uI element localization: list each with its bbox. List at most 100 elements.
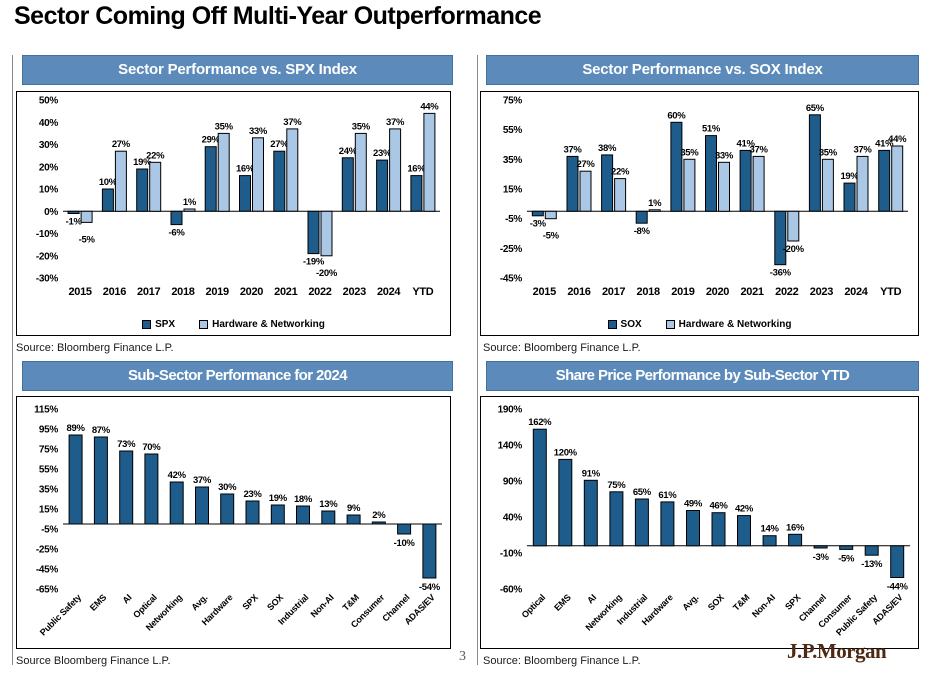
svg-text:18%: 18% xyxy=(294,494,313,505)
svg-text:2019: 2019 xyxy=(206,286,229,298)
svg-text:-8%: -8% xyxy=(634,226,651,237)
svg-text:-45%: -45% xyxy=(36,565,59,576)
svg-text:37%: 37% xyxy=(386,117,405,128)
svg-text:70%: 70% xyxy=(142,442,161,453)
svg-text:2016: 2016 xyxy=(103,286,126,298)
svg-text:44%: 44% xyxy=(888,134,907,145)
svg-text:35%: 35% xyxy=(39,485,59,496)
svg-text:2017: 2017 xyxy=(602,286,625,298)
svg-text:-25%: -25% xyxy=(500,244,523,255)
svg-text:61%: 61% xyxy=(658,490,677,501)
svg-text:-1%: -1% xyxy=(66,217,83,228)
source-note-spx: Source: Bloomberg Finance L.P. xyxy=(16,342,174,354)
svg-text:EMS: EMS xyxy=(552,592,573,613)
legend-swatch xyxy=(199,320,209,329)
svg-text:16%: 16% xyxy=(786,522,805,533)
svg-text:2023: 2023 xyxy=(810,286,833,298)
svg-text:-10%: -10% xyxy=(500,549,523,560)
svg-text:-5%: -5% xyxy=(543,231,560,242)
svg-text:38%: 38% xyxy=(598,143,617,154)
sector-vs-sox-chart: 75%55%35%15%-5%-25%-45%-3%-5%201537%27%2… xyxy=(500,96,908,298)
source-note-subsector-ytd: Source: Bloomberg Finance L.P. xyxy=(483,655,641,667)
svg-text:50%: 50% xyxy=(39,96,59,107)
svg-text:14%: 14% xyxy=(761,524,780,535)
svg-text:29%: 29% xyxy=(202,135,221,146)
svg-text:23%: 23% xyxy=(243,489,262,500)
svg-text:2024: 2024 xyxy=(844,286,868,298)
svg-text:-6%: -6% xyxy=(169,228,186,239)
svg-text:1%: 1% xyxy=(183,197,197,208)
svg-text:10%: 10% xyxy=(39,185,59,196)
legend-item: SOX xyxy=(607,319,642,330)
legend-item: Hardware & Networking xyxy=(665,319,791,330)
svg-text:49%: 49% xyxy=(684,499,703,510)
svg-text:22%: 22% xyxy=(146,150,165,161)
svg-text:120%: 120% xyxy=(554,447,578,458)
svg-text:19%: 19% xyxy=(840,171,859,182)
svg-text:89%: 89% xyxy=(67,423,86,434)
svg-text:46%: 46% xyxy=(709,501,728,512)
svg-text:2023: 2023 xyxy=(343,286,366,298)
svg-text:44%: 44% xyxy=(420,101,439,112)
svg-text:-3%: -3% xyxy=(813,552,830,563)
chart-canvas-subsector-ytd: 190% 140% 90% 40% -10% -60% 162% Optical 120% EMS… xyxy=(480,396,919,649)
svg-text:42%: 42% xyxy=(735,504,754,515)
svg-text:2021: 2021 xyxy=(274,286,297,298)
svg-text:2020: 2020 xyxy=(706,286,729,298)
svg-text:37%: 37% xyxy=(563,144,582,155)
legend-swatch xyxy=(142,320,152,329)
svg-text:YTD: YTD xyxy=(880,286,901,298)
svg-text:-20%: -20% xyxy=(783,244,805,255)
svg-text:YTD: YTD xyxy=(412,286,433,298)
svg-text:140%: 140% xyxy=(498,441,523,452)
svg-text:33%: 33% xyxy=(715,150,734,161)
svg-text:35%: 35% xyxy=(352,121,371,132)
svg-text:2022: 2022 xyxy=(775,286,798,298)
source-note-sox: Source: Bloomberg Finance L.P. xyxy=(483,342,641,354)
jpmorgan-logo: J.P.Morgan xyxy=(787,639,887,663)
svg-text:-13%: -13% xyxy=(861,559,883,570)
svg-text:35%: 35% xyxy=(215,121,234,132)
source-note-subsector-2024: Source Bloomberg Finance L.P. xyxy=(16,655,171,667)
svg-text:55%: 55% xyxy=(39,465,59,476)
svg-text:35%: 35% xyxy=(680,147,699,158)
svg-text:87%: 87% xyxy=(92,425,111,436)
chart-canvas-subsector-2024: 115% 95% 75% 55% 35% 15% -5% -25% -45% -65% 89% Pub… xyxy=(16,396,451,649)
svg-text:65%: 65% xyxy=(806,103,825,114)
svg-text:Non-AI: Non-AI xyxy=(309,592,336,619)
svg-text:2018: 2018 xyxy=(171,286,194,298)
svg-text:AI: AI xyxy=(585,592,598,605)
svg-text:22%: 22% xyxy=(611,167,630,178)
svg-text:40%: 40% xyxy=(39,118,59,129)
svg-text:-30%: -30% xyxy=(36,274,59,285)
svg-text:24%: 24% xyxy=(339,146,358,157)
svg-text:-5%: -5% xyxy=(505,214,522,225)
svg-text:Avg.: Avg. xyxy=(189,592,209,612)
svg-text:2017: 2017 xyxy=(137,286,160,298)
svg-text:115%: 115% xyxy=(34,405,58,416)
svg-text:2021: 2021 xyxy=(740,286,763,298)
svg-text:35%: 35% xyxy=(819,147,838,158)
svg-text:90%: 90% xyxy=(503,477,523,488)
svg-text:-20%: -20% xyxy=(316,268,338,279)
svg-text:60%: 60% xyxy=(667,110,686,121)
svg-text:2022: 2022 xyxy=(308,286,331,298)
svg-text:2019: 2019 xyxy=(671,286,694,298)
page-number: 3 xyxy=(459,649,466,664)
svg-text:Non-AI: Non-AI xyxy=(750,592,777,619)
svg-text:27%: 27% xyxy=(270,139,289,150)
svg-text:27%: 27% xyxy=(576,159,595,170)
svg-text:SOX: SOX xyxy=(706,592,726,612)
svg-text:2024: 2024 xyxy=(377,286,401,298)
svg-text:91%: 91% xyxy=(582,468,601,479)
svg-text:73%: 73% xyxy=(117,439,136,450)
svg-text:16%: 16% xyxy=(407,164,426,175)
subsector-2024-chart: 115% 95% 75% 55% 35% 15% -5% -25% -45% -65% 89% Pub… xyxy=(34,405,442,638)
svg-text:51%: 51% xyxy=(702,124,721,135)
chart-legend: SOX Hardware & Networking xyxy=(481,319,918,330)
legend-item: Hardware & Networking xyxy=(199,319,325,330)
left-column-rule xyxy=(12,55,13,665)
svg-text:37%: 37% xyxy=(853,144,872,155)
svg-text:Public Safety: Public Safety xyxy=(38,592,83,637)
svg-text:9%: 9% xyxy=(347,503,361,514)
